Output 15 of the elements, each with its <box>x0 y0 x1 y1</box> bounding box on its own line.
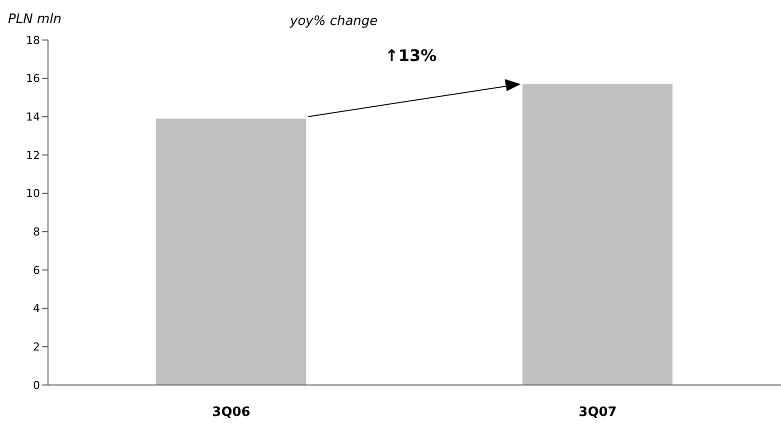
y-tick-label: 12 <box>26 148 40 162</box>
y-tick-label: 16 <box>26 72 40 86</box>
annotation: ↑13% <box>385 46 437 65</box>
y-axis-title: PLN mln <box>8 12 62 27</box>
y-tick-label: 8 <box>33 226 40 239</box>
y-tick-label: 6 <box>33 264 40 277</box>
x-tick-label: 3Q06 <box>212 405 250 420</box>
y-tick-label: 10 <box>26 187 40 200</box>
y-tick-label: 18 <box>26 34 40 47</box>
x-tick-label: 3Q07 <box>578 405 617 420</box>
y-tick-label: 0 <box>33 378 40 392</box>
y-tick-label: 14 <box>26 110 40 124</box>
text: yoy% change <box>290 14 378 29</box>
y-tick-label: 2 <box>33 340 40 354</box>
y-tick-label: 4 <box>33 302 40 316</box>
